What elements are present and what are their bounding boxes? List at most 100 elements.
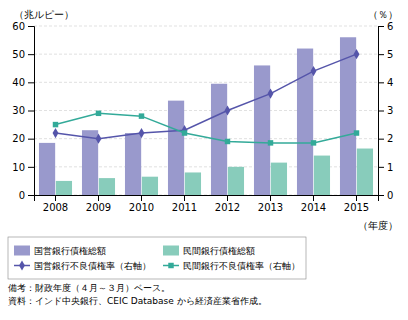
bar [254, 65, 270, 195]
marker [311, 66, 317, 76]
tick-label: 30 [12, 105, 25, 116]
tick: 20 [12, 133, 34, 144]
bar [357, 149, 373, 195]
marker [53, 122, 58, 127]
tick-mark [55, 195, 56, 201]
tick-label: 50 [12, 49, 25, 60]
y2-axis-label: （％） [368, 9, 398, 20]
tick-label: 0 [387, 190, 393, 201]
tick: 0 [378, 190, 393, 201]
tick-label: 2011 [172, 202, 197, 213]
bar [340, 37, 356, 195]
tick-mark [28, 111, 34, 112]
bar [271, 163, 287, 195]
tick-mark [28, 26, 34, 27]
tick-mark [28, 195, 34, 196]
marker [182, 125, 188, 135]
tick-label: 3 [387, 105, 393, 116]
legend-marker [19, 260, 25, 270]
bar [99, 178, 115, 195]
tick-label: 10 [12, 162, 25, 173]
marker [311, 140, 316, 145]
tick-mark [378, 111, 384, 112]
tick: 5 [378, 49, 393, 60]
line [56, 113, 357, 143]
axis-line [35, 196, 379, 202]
marker [225, 105, 231, 115]
bar [125, 133, 141, 195]
bar-series [39, 37, 356, 195]
marker [53, 128, 59, 138]
bar [56, 181, 72, 195]
note: 備考：財政年度（４月～３月）ベース。 [8, 283, 170, 293]
y-axis-label: （兆ルピー） [14, 9, 74, 20]
bar [297, 49, 313, 195]
tick: 50 [12, 49, 34, 60]
tick-mark [378, 167, 384, 168]
tick: 30 [12, 105, 34, 116]
tick: 4 [378, 77, 393, 88]
marker [354, 130, 359, 135]
legend-label: 民間銀行債権総額 [183, 246, 255, 256]
legend-item: 民間銀行不良債権率（右軸） [163, 261, 300, 271]
legend-marker [168, 263, 173, 268]
tick-label: 40 [12, 77, 25, 88]
tick: 2014 [301, 195, 326, 213]
tick-label: 2013 [258, 202, 283, 213]
legend-label: 国営銀行不良債権率（右軸） [34, 261, 151, 271]
tick: 2 [378, 133, 393, 144]
bar [228, 167, 244, 195]
axis-line [379, 27, 385, 196]
grid [34, 26, 378, 195]
tick: 0 [19, 190, 34, 201]
marker [354, 49, 360, 59]
tick-label: 6 [387, 21, 393, 32]
x-axis-label: （年度） [358, 220, 398, 231]
line [56, 54, 357, 138]
legend-item: 民間銀行債権総額 [163, 246, 255, 256]
tick-mark [378, 54, 384, 55]
tick: 2011 [172, 195, 197, 213]
tick: 6 [378, 21, 393, 32]
bar [142, 177, 158, 195]
tick: 2015 [344, 195, 369, 213]
y-axis: 0102030405060 [12, 21, 34, 201]
tick: 2008 [43, 195, 68, 213]
marker [96, 111, 101, 116]
tick-label: 0 [19, 190, 25, 201]
tick-mark [98, 195, 99, 201]
tick-mark [270, 195, 271, 201]
bar [168, 101, 184, 195]
tick-mark [227, 195, 228, 201]
tick-label: 1 [387, 162, 393, 173]
tick-mark [28, 167, 34, 168]
tick-label: 5 [387, 49, 393, 60]
tick-label: 4 [387, 77, 393, 88]
tick-mark [184, 195, 185, 201]
marker [225, 139, 230, 144]
tick-label: 2 [387, 133, 393, 144]
marker [139, 128, 145, 138]
tick: 10 [12, 162, 34, 173]
tick-label: 2008 [43, 202, 68, 213]
tick-mark [378, 195, 384, 196]
tick-label: 2015 [344, 202, 369, 213]
bar [39, 143, 55, 195]
marker [268, 140, 273, 145]
grid-line [34, 54, 378, 55]
legend-item: 国営銀行債権総額 [14, 246, 106, 256]
tick-mark [141, 195, 142, 201]
tick-label: 2009 [86, 202, 111, 213]
bar [314, 156, 330, 195]
marks [39, 37, 373, 195]
tick: 1 [378, 162, 393, 173]
note: 資料：インド中央銀行、CEIC Database から経済産業省作成。 [8, 296, 267, 306]
tick-label: 2010 [129, 202, 154, 213]
tick-mark [378, 139, 384, 140]
tick: 2013 [258, 195, 283, 213]
legend-swatch [14, 246, 30, 256]
grid-line [34, 110, 378, 111]
tick-mark [28, 82, 34, 83]
line-series [53, 49, 360, 144]
tick-label: 2012 [215, 202, 240, 213]
